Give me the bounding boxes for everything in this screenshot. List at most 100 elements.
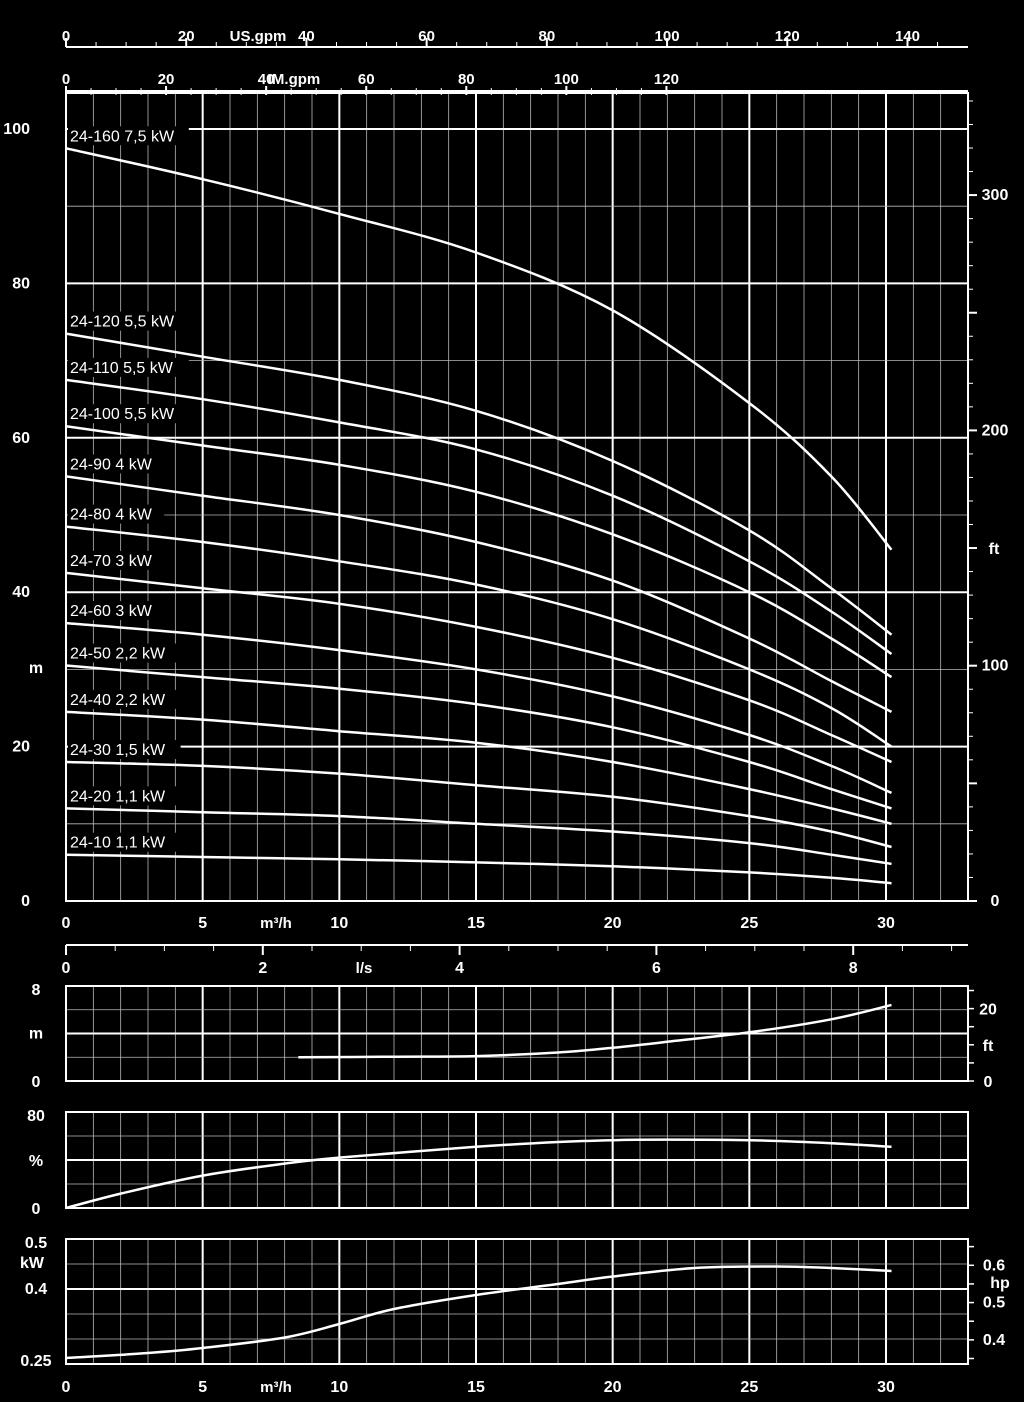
head-curve-label-bg bbox=[68, 404, 189, 424]
head-curve-label: 24-60 3 kW bbox=[70, 603, 153, 620]
imgpm-axis-label: IM.gpm bbox=[268, 71, 321, 88]
power-x-tick-label: 25 bbox=[740, 1379, 758, 1396]
head-curve-11 bbox=[65, 807, 892, 866]
npsh-ft-tick-label: ft bbox=[983, 1038, 994, 1055]
usgpm-tick-label: 20 bbox=[178, 28, 195, 45]
eff-y-tick-label: 0 bbox=[32, 1201, 41, 1218]
power-x-tick-label: 10 bbox=[330, 1379, 348, 1396]
head-curve-label-bg bbox=[68, 504, 165, 524]
imgpm-tick-label: 120 bbox=[654, 71, 679, 88]
head-curve-label: 24-110 5,5 kW bbox=[70, 360, 174, 377]
hp-tick-label: 0.6 bbox=[983, 1257, 1005, 1274]
hp-tick-label: 0.5 bbox=[983, 1295, 1005, 1312]
head-curve-4 bbox=[65, 475, 893, 714]
flow-x-tick-label: 20 bbox=[604, 915, 622, 932]
usgpm-tick-label: 100 bbox=[655, 28, 680, 45]
head-curve-label-bg bbox=[68, 601, 165, 621]
flow-x-tick-label: 25 bbox=[740, 915, 758, 932]
head-y-tick-label: 20 bbox=[12, 739, 30, 756]
flow-x-tick-label: 15 bbox=[467, 915, 485, 932]
npsh-panel-frame bbox=[65, 985, 969, 1082]
npsh-y-tick-label: 8 bbox=[32, 982, 41, 999]
head-curve-label: 24-120 5,5 kW bbox=[70, 314, 175, 331]
npsh-y-tick-label: m bbox=[29, 1026, 43, 1043]
head-curve-1 bbox=[65, 332, 893, 636]
head-curve-label-bg bbox=[68, 832, 181, 852]
usgpm-tick-label: 80 bbox=[539, 28, 556, 45]
npsh-ft-tick-label: 20 bbox=[979, 1002, 997, 1019]
lps-axis-label: l/s bbox=[356, 960, 373, 977]
lps-tick-label: 0 bbox=[62, 960, 71, 977]
head-y-tick-label: 80 bbox=[12, 275, 30, 292]
usgpm-tick-label: 0 bbox=[62, 28, 70, 45]
eff-panel-frame bbox=[65, 1111, 969, 1209]
head-curve-label: 24-100 5,5 kW bbox=[70, 406, 175, 423]
head-curve-label: 24-10 1,1 kW bbox=[70, 835, 166, 852]
head-curve-label: 24-20 1,1 kW bbox=[70, 788, 166, 805]
head-curve-10 bbox=[65, 760, 892, 849]
power-x-tick-label: 5 bbox=[198, 1379, 207, 1396]
head-curve-label-bg bbox=[68, 311, 189, 331]
head-curve-label-bg bbox=[68, 740, 181, 760]
head-curve-3 bbox=[65, 424, 893, 679]
ft-axis-label: ft bbox=[989, 541, 1000, 558]
head-curve-label-bg bbox=[68, 689, 181, 709]
lps-tick-label: 2 bbox=[258, 960, 267, 977]
head-curve-0 bbox=[65, 147, 893, 551]
head-curve-2 bbox=[65, 378, 893, 656]
imgpm-tick-label: 100 bbox=[554, 71, 579, 88]
power-x-tick-label: 0 bbox=[62, 1379, 71, 1396]
npsh-y-tick-label: 0 bbox=[32, 1074, 41, 1091]
eff-y-tick-label: % bbox=[29, 1153, 43, 1170]
head-curve-6 bbox=[65, 571, 893, 764]
power-x-tick-label: 15 bbox=[467, 1379, 485, 1396]
head-curve-5 bbox=[65, 525, 893, 748]
lps-tick-label: 6 bbox=[652, 960, 661, 977]
usgpm-tick-label: 40 bbox=[298, 28, 315, 45]
head-curve-label: 24-30 1,5 kW bbox=[70, 742, 166, 759]
flow-x-tick-label: 30 bbox=[877, 915, 895, 932]
power-y-axis-label: kW bbox=[20, 1255, 45, 1272]
head-curve-label: 24-80 4 kW bbox=[70, 507, 153, 524]
head-curve-label-bg bbox=[68, 786, 181, 806]
head-curve-label-bg bbox=[68, 357, 189, 377]
usgpm-axis-label: US.gpm bbox=[230, 28, 287, 45]
head-curve-label-bg bbox=[68, 126, 189, 146]
lps-tick-label: 8 bbox=[849, 960, 858, 977]
head-panel-frame bbox=[65, 92, 969, 902]
head-y-tick-label: 0 bbox=[21, 893, 30, 910]
flow-x-axis-label: m³/h bbox=[260, 915, 292, 932]
flow-x-tick-label: 5 bbox=[198, 915, 207, 932]
ft-tick-label: 100 bbox=[982, 658, 1009, 675]
npsh-curve bbox=[298, 1003, 892, 1059]
ft-tick-label: 200 bbox=[982, 422, 1009, 439]
power-x-tick-label: 30 bbox=[877, 1379, 895, 1396]
eff-curve bbox=[65, 1138, 892, 1210]
power-curve bbox=[65, 1265, 892, 1360]
usgpm-tick-label: 140 bbox=[895, 28, 920, 45]
lps-tick-label: 4 bbox=[455, 960, 464, 977]
imgpm-tick-label: 20 bbox=[158, 71, 175, 88]
power-y-tick-label: 0.25 bbox=[20, 1353, 51, 1370]
head-curve-8 bbox=[65, 664, 892, 810]
imgpm-tick-label: 80 bbox=[458, 71, 475, 88]
power-y-tick-label: 0.4 bbox=[25, 1281, 47, 1298]
head-curve-label: 24-50 2,2 kW bbox=[70, 646, 166, 663]
head-curve-label: 24-160 7,5 kW bbox=[70, 128, 175, 145]
head-curve-9 bbox=[65, 710, 892, 826]
usgpm-tick-label: 120 bbox=[775, 28, 800, 45]
usgpm-tick-label: 60 bbox=[418, 28, 435, 45]
power-x-axis-label: m³/h bbox=[260, 1379, 292, 1396]
hp-tick-label: 0.4 bbox=[983, 1332, 1005, 1349]
power-panel-frame bbox=[65, 1238, 969, 1365]
ft-tick-label: 0 bbox=[991, 893, 1000, 910]
head-y-tick-label: 40 bbox=[12, 584, 30, 601]
eff-y-tick-label: 80 bbox=[27, 1108, 45, 1125]
flow-x-tick-label: 10 bbox=[330, 915, 348, 932]
ft-tick-label: 300 bbox=[982, 187, 1009, 204]
head-curve-label: 24-90 4 kW bbox=[70, 456, 153, 473]
imgpm-tick-label: 60 bbox=[358, 71, 375, 88]
head-curve-label-bg bbox=[68, 550, 165, 570]
head-curve-12 bbox=[65, 853, 892, 885]
